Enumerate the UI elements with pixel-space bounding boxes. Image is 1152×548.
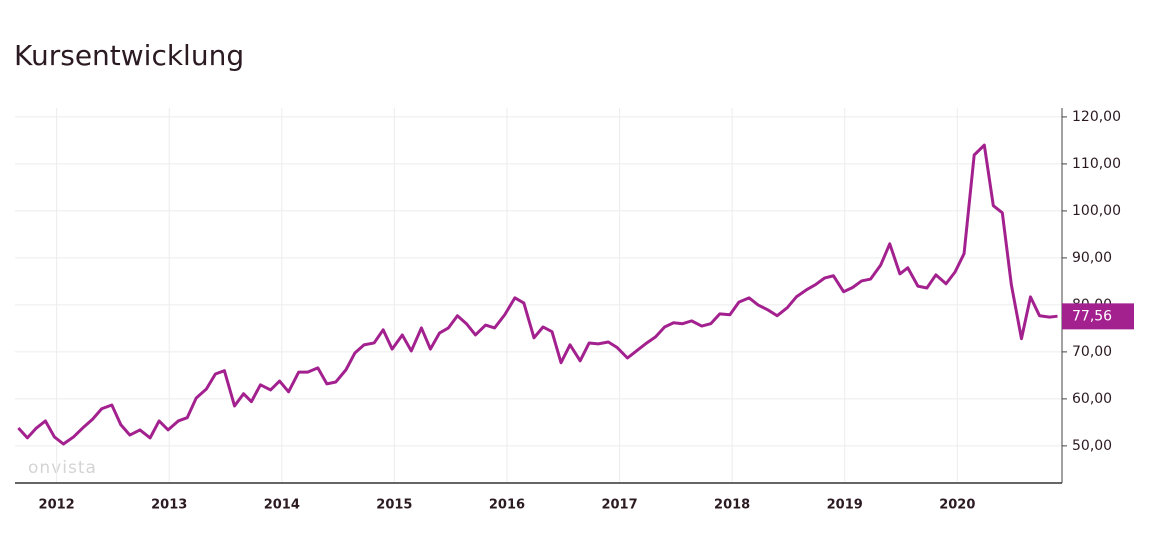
x-tick-label: 2020 <box>939 498 975 513</box>
price-line <box>17 143 1058 446</box>
current-value-label: 77,56 <box>1072 308 1112 324</box>
y-tick-label: 110,00 <box>1072 156 1121 172</box>
current-value-marker <box>1062 303 1134 330</box>
y-tick-label: 70,00 <box>1072 344 1112 360</box>
y-tick-label: 100,00 <box>1072 203 1121 219</box>
x-tick-label: 2012 <box>39 498 75 513</box>
y-tick-label: 60,00 <box>1072 391 1112 407</box>
x-tick-label: 2019 <box>827 498 863 513</box>
y-tick-label: 90,00 <box>1072 250 1112 266</box>
x-tick-label: 2013 <box>151 498 187 513</box>
chart-title: Kursentwicklung <box>14 39 244 72</box>
x-tick-label: 2017 <box>601 498 637 513</box>
x-tick-label: 2018 <box>714 498 750 513</box>
x-tick-label: 2016 <box>489 498 525 513</box>
x-tick-label: 2015 <box>376 498 412 513</box>
y-tick-label: 120,00 <box>1072 109 1121 125</box>
watermark: onvista <box>28 458 97 478</box>
x-tick-label: 2014 <box>264 498 300 513</box>
y-tick-label: 50,00 <box>1072 438 1112 454</box>
